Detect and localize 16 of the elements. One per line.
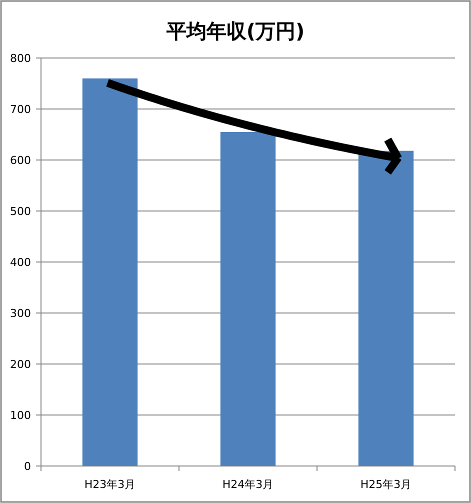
y-tick-label: 500 (10, 205, 31, 218)
chart-title: 平均年収(万円) (165, 19, 305, 43)
bar (220, 132, 276, 466)
y-tick-label: 200 (10, 358, 31, 371)
bar (358, 150, 414, 466)
y-tick-label: 600 (10, 154, 31, 167)
y-tick-label: 0 (24, 460, 31, 473)
y-tick-label: 700 (10, 103, 31, 116)
x-tick-label: H24年3月 (222, 478, 274, 491)
y-tick-label: 800 (10, 52, 31, 65)
x-tick-label: H25年3月 (360, 478, 412, 491)
y-tick-label: 300 (10, 307, 31, 320)
y-tick-label: 100 (10, 409, 31, 422)
bar (82, 78, 138, 466)
y-tick-label: 400 (10, 256, 31, 269)
x-tick-label: H23年3月 (84, 478, 136, 491)
